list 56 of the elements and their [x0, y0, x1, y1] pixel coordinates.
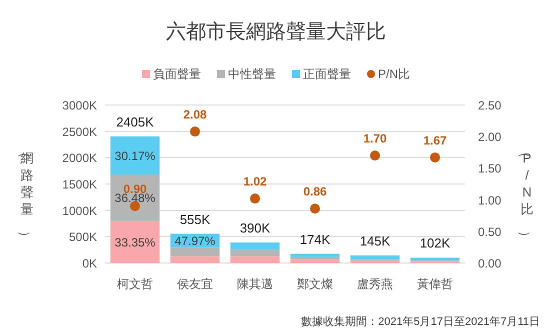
x-tick-label: 侯友宜	[177, 277, 213, 291]
y-tick-label: 500K	[68, 230, 97, 244]
bar	[170, 248, 220, 256]
total-label: 390K	[240, 220, 270, 236]
x-tick-label: 盧秀燕	[357, 277, 393, 291]
total-label: 174K	[300, 232, 330, 247]
legend-label: 中性聲量	[228, 67, 276, 81]
total-label: 102K	[420, 236, 450, 251]
x-tick-label: 黃偉哲	[417, 277, 453, 291]
y-tick-label: 1000K	[62, 204, 97, 218]
text: 數據收集期間：2021年5月17日至2021年7月11日	[301, 315, 540, 328]
point	[430, 152, 440, 162]
x-tick-label: 陳其邁	[237, 277, 273, 291]
y2-tick-label: 1.00	[478, 193, 502, 208]
y2-tick-label: 2.00	[478, 130, 502, 144]
bar	[110, 136, 160, 175]
y2-tick-label: 0.00	[478, 256, 502, 270]
x-tick-label: 柯文哲	[117, 277, 153, 291]
y-tick-label: 0K	[82, 256, 97, 270]
y-tick-label: 3000K	[62, 98, 97, 112]
bar	[230, 250, 280, 256]
data-label: 1.02	[243, 174, 267, 189]
point	[310, 204, 320, 214]
bar	[410, 258, 460, 260]
bar	[290, 259, 340, 263]
annotation: 47.97%	[174, 234, 216, 248]
point	[190, 126, 200, 137]
annotation: 30.17%	[114, 148, 156, 163]
point	[250, 194, 260, 204]
y-tick-label: 1500K	[62, 178, 97, 192]
total-label: 555K	[180, 212, 210, 227]
y-tick-label: 2000K	[62, 151, 97, 166]
data-label: 2.08	[183, 108, 207, 122]
y2-tick-label: 1.50	[478, 162, 502, 176]
bar	[230, 242, 280, 250]
legend-label: P/N比	[378, 67, 410, 81]
x-tick-label: 鄭文燦	[297, 277, 333, 291]
point	[370, 150, 380, 161]
y2-tick-label: 2.50	[478, 98, 502, 112]
total-label: 2405K	[116, 114, 154, 130]
bar	[350, 255, 400, 260]
data-label: 1.67	[423, 133, 447, 148]
legend-label: 正面聲量	[302, 67, 351, 81]
chart-title: 六都市長網路聲量大評比	[166, 21, 386, 43]
bar	[170, 256, 220, 263]
y-tick-label: 2500K	[62, 124, 97, 139]
annotation: 33.35%	[114, 235, 156, 250]
data-label: 0.86	[303, 184, 327, 199]
bar	[290, 254, 340, 257]
bar	[110, 220, 160, 263]
total-label: 145K	[360, 233, 390, 248]
bar	[230, 256, 280, 263]
data-label: 1.70	[363, 132, 387, 146]
legend-label: 負面聲量	[152, 67, 201, 81]
y2-tick-label: 0.50	[478, 224, 502, 239]
bar	[290, 256, 340, 260]
